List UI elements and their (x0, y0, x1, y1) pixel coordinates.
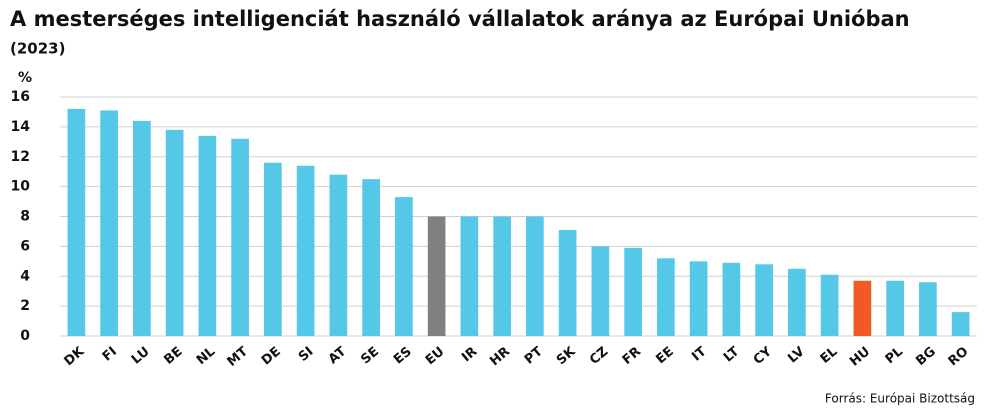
x-tick-label: SE (358, 344, 382, 367)
bar (788, 268, 806, 336)
bar (427, 216, 446, 336)
x-tick-label: HR (487, 344, 513, 369)
x-tick-label: DK (62, 344, 88, 369)
bar (100, 110, 118, 336)
bar (886, 280, 904, 336)
x-tick-label: ES (391, 344, 415, 367)
bar (951, 312, 970, 336)
x-tick-label: LU (129, 344, 153, 367)
x-tick-label: IR (459, 344, 480, 365)
x-tick-label: IT (689, 344, 709, 364)
bar (362, 179, 380, 336)
bar (231, 138, 249, 336)
bar (558, 229, 577, 336)
x-tick-label: CY (751, 344, 776, 368)
x-tick-label: LV (785, 344, 807, 366)
bar (198, 135, 217, 336)
bar (133, 120, 151, 337)
x-tick-label: DE (259, 344, 284, 368)
bar (820, 274, 839, 336)
bar (296, 165, 315, 336)
bar (329, 174, 348, 336)
bar (919, 282, 937, 336)
x-tick-label: RO (946, 344, 972, 369)
y-tick-label: 10 (11, 179, 31, 195)
bar (460, 216, 479, 336)
x-tick-label: SI (296, 344, 317, 365)
x-tick-label: BE (161, 344, 185, 368)
bar (853, 280, 872, 336)
y-tick-label: 8 (20, 209, 30, 225)
y-tick-label: 4 (20, 268, 30, 284)
y-tick-label: 2 (20, 298, 30, 314)
x-tick-label: HU (847, 344, 873, 369)
source-note: Forrás: Európai Bizottság (825, 392, 975, 406)
bar (657, 258, 675, 336)
x-tick-label: EL (818, 344, 841, 367)
bar (493, 216, 511, 336)
bar (722, 262, 741, 336)
chart-title: A mesterséges intelligenciát használó vá… (10, 7, 910, 31)
x-tick-label: NL (194, 344, 218, 368)
y-tick-label: 0 (20, 328, 30, 344)
bar (264, 162, 282, 336)
x-tick-label: EE (653, 344, 676, 367)
bar (591, 246, 610, 336)
x-tick-label: LT (721, 344, 742, 365)
x-tick-label: SK (554, 344, 579, 369)
bar (755, 264, 773, 336)
bar (624, 247, 642, 336)
y-tick-label: 6 (20, 238, 30, 254)
bar (526, 216, 544, 336)
x-tick-label: AT (326, 344, 349, 367)
y-tick-label: 12 (11, 149, 30, 165)
bar (67, 108, 86, 336)
x-tick-label: PL (883, 344, 906, 367)
bar (395, 197, 413, 336)
x-tick-label: FI (100, 344, 120, 364)
x-tick-label: BG (913, 344, 938, 369)
x-tick-label: MT (225, 344, 251, 370)
y-axis-label: % (18, 70, 32, 86)
y-tick-label: 14 (11, 119, 31, 135)
x-tick-label: EU (423, 344, 448, 368)
x-tick-label: PT (522, 344, 546, 367)
bar (165, 129, 184, 336)
chart-subtitle: (2023) (10, 40, 65, 58)
x-tick-label: CZ (587, 344, 611, 368)
bar (689, 261, 708, 336)
x-tick-label: FR (620, 344, 644, 368)
y-tick-label: 16 (11, 89, 30, 105)
